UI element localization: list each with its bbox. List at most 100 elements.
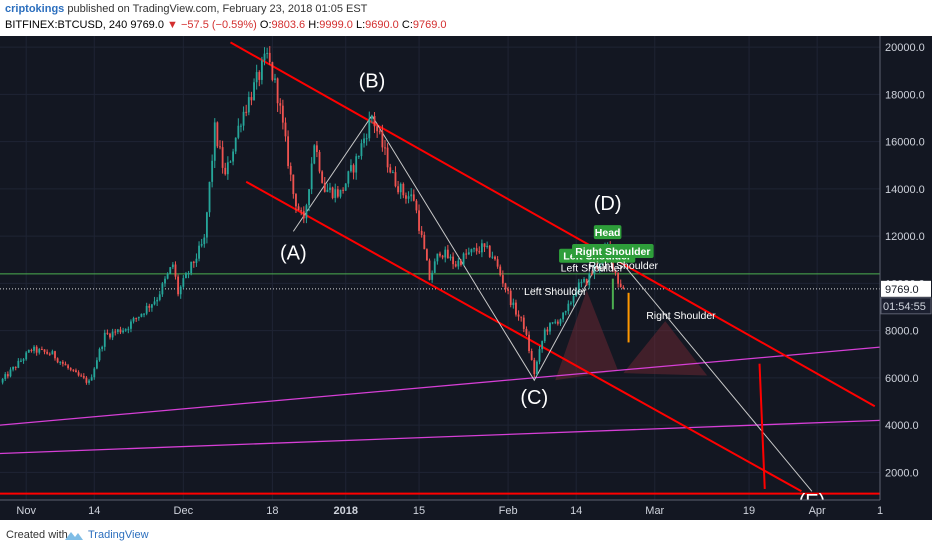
- candle-body: [205, 212, 208, 238]
- label-box: [572, 244, 654, 259]
- candle-body: [153, 301, 156, 305]
- candle-body: [242, 111, 245, 126]
- candle-body: [431, 272, 434, 280]
- candles: [1, 46, 625, 385]
- candle-body: [156, 299, 159, 302]
- candle-body: [465, 253, 468, 255]
- candle-body: [80, 375, 83, 377]
- candle-body: [274, 78, 276, 80]
- candle-body: [389, 167, 392, 173]
- candle-body: [200, 244, 203, 246]
- candle-body: [499, 266, 502, 276]
- candle-body: [575, 291, 578, 296]
- candle-body: [407, 196, 410, 199]
- tradingview-link[interactable]: TradingView: [88, 529, 149, 541]
- tradingview-logo-icon: [65, 532, 83, 540]
- y-tick-label: 2000.0: [885, 467, 919, 479]
- close-value: 9769.0: [412, 19, 447, 31]
- symbol-label: BITFINEX:BTCUSD, 240: [5, 19, 128, 31]
- candle-body: [40, 349, 43, 351]
- candle-body: [67, 365, 70, 369]
- candle-body: [161, 283, 164, 295]
- candle-body: [292, 174, 295, 195]
- candle-body: [101, 346, 104, 349]
- low-value: 9690.0: [365, 19, 399, 31]
- candle-body: [321, 171, 324, 183]
- label-text: Right Shoulder: [646, 310, 716, 322]
- candle-body: [425, 249, 428, 261]
- published-text: published on TradingView.com, February 2…: [67, 3, 368, 15]
- candle-body: [412, 194, 415, 201]
- candle-body: [198, 245, 200, 259]
- x-tick-label: Mar: [645, 505, 664, 517]
- candle-body: [75, 370, 77, 373]
- candle-body: [336, 189, 339, 197]
- wave-label: (B): [359, 70, 386, 92]
- candle-body: [564, 311, 567, 313]
- candle-body: [103, 332, 106, 347]
- x-tick-label: Dec: [174, 505, 194, 517]
- candle-body: [473, 248, 475, 250]
- candle-body: [501, 275, 504, 284]
- candle-body: [460, 260, 462, 265]
- candle-body: [187, 273, 190, 275]
- candle-body: [457, 260, 460, 267]
- candle-body: [528, 334, 530, 352]
- candle-body: [69, 368, 72, 370]
- price-axis: [880, 36, 932, 520]
- candle-body: [33, 346, 35, 351]
- candle-body: [90, 377, 93, 381]
- candle-body: [234, 137, 237, 152]
- y-tick-label: 6000.0: [885, 373, 919, 385]
- candle-body: [554, 321, 557, 323]
- support-line: [0, 419, 881, 455]
- candle-body: [546, 329, 549, 332]
- candle-body: [35, 346, 38, 353]
- label-text: Right Shoulder: [589, 260, 659, 272]
- annotations: (A)(B)(C)(D)(E)Left ShoulderHeadRight Sh…: [280, 70, 825, 513]
- author-link[interactable]: criptokings: [5, 3, 65, 15]
- candle-body: [48, 353, 51, 355]
- candle-body: [43, 349, 46, 352]
- candle-body: [51, 351, 54, 355]
- candle-body: [446, 249, 449, 259]
- x-tick-label: 14: [570, 505, 582, 517]
- pattern-label: Right Shoulder: [646, 310, 716, 322]
- y-tick-label: 18000.0: [885, 89, 925, 101]
- candle-body: [614, 269, 617, 273]
- candle-body: [255, 72, 258, 83]
- countdown-text: 01:54:55: [883, 301, 926, 313]
- candle-body: [420, 230, 423, 235]
- candle-body: [436, 253, 439, 262]
- price-chart[interactable]: (A)(B)(C)(D)(E)Left ShoulderHeadRight Sh…: [0, 36, 932, 520]
- projection-line: [758, 363, 766, 489]
- candle-body: [334, 189, 337, 198]
- candle-body: [530, 351, 533, 360]
- candle-body: [98, 348, 101, 361]
- x-tick-label: Nov: [16, 505, 36, 517]
- candle-body: [30, 350, 33, 352]
- candle-body: [423, 234, 426, 250]
- candle-body: [116, 329, 119, 332]
- candle-body: [441, 255, 444, 258]
- candle-body: [310, 163, 313, 190]
- candle-body: [127, 328, 130, 330]
- candle-body: [449, 256, 452, 259]
- pattern-shading: [555, 290, 708, 381]
- candle-body: [263, 53, 266, 61]
- candle-body: [164, 278, 166, 284]
- candle-body: [491, 256, 494, 258]
- candle-body: [122, 330, 125, 333]
- candle-body: [287, 136, 290, 167]
- candle-body: [289, 166, 292, 175]
- pattern-label: Left Shoulder: [561, 263, 624, 275]
- candle-body: [245, 111, 248, 113]
- candle-body: [276, 78, 279, 104]
- candle-body: [357, 156, 360, 158]
- y-tick-label: 4000.0: [885, 420, 919, 432]
- candle-body: [77, 372, 80, 376]
- candle-body: [418, 210, 420, 231]
- candle-body: [232, 151, 235, 162]
- candle-body: [25, 352, 28, 360]
- candle-body: [368, 118, 371, 139]
